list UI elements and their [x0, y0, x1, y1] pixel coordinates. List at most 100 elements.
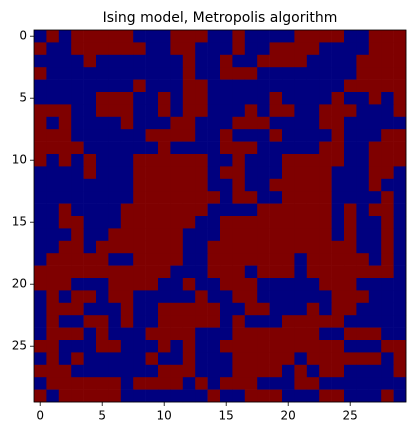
- cell: [182, 302, 196, 316]
- cell: [257, 265, 270, 279]
- cell: [145, 129, 159, 142]
- cell: [71, 315, 84, 328]
- cell: [331, 54, 345, 68]
- cell: [58, 340, 72, 353]
- cell: [356, 166, 370, 180]
- cell: [220, 315, 233, 328]
- cell: [34, 265, 47, 279]
- cell: [133, 352, 146, 366]
- cell: [306, 216, 320, 229]
- cell: [34, 216, 47, 229]
- cell: [344, 54, 357, 68]
- cell: [108, 154, 122, 167]
- cell: [58, 327, 72, 341]
- cell: [158, 253, 171, 266]
- cell: [344, 364, 357, 378]
- cell: [120, 253, 134, 266]
- cell: [393, 228, 407, 242]
- cell: [170, 116, 184, 130]
- cell: [356, 67, 370, 80]
- cell: [58, 116, 72, 130]
- cell: [207, 67, 221, 80]
- cell: [170, 104, 184, 118]
- cell: [133, 79, 146, 93]
- cell: [220, 30, 233, 43]
- cell: [244, 290, 258, 304]
- cell: [344, 166, 357, 180]
- cell: [207, 240, 221, 254]
- cell: [120, 154, 134, 167]
- cell: [269, 327, 283, 341]
- cell: [306, 54, 320, 68]
- cell: [96, 191, 109, 204]
- cell: [331, 315, 345, 328]
- cell: [34, 178, 47, 192]
- cell: [356, 116, 370, 130]
- cell: [34, 228, 47, 242]
- cell: [46, 327, 60, 341]
- cell: [232, 216, 246, 229]
- cell: [46, 191, 60, 204]
- cell: [381, 104, 394, 118]
- cell: [34, 92, 47, 105]
- cell: [368, 253, 382, 266]
- cell: [257, 178, 270, 192]
- cell: [257, 352, 270, 366]
- cell: [83, 104, 97, 118]
- cell: [282, 166, 295, 180]
- cell: [58, 203, 72, 217]
- cell: [83, 302, 97, 316]
- cell: [344, 302, 357, 316]
- cell: [257, 228, 270, 242]
- cell: [220, 141, 233, 155]
- cell: [269, 265, 283, 279]
- cell: [46, 141, 60, 155]
- cell: [294, 203, 308, 217]
- cell: [344, 216, 357, 229]
- cell: [368, 389, 382, 403]
- cell: [34, 191, 47, 204]
- x-tick-label: 25: [343, 409, 358, 423]
- cell: [133, 42, 146, 56]
- cell: [232, 54, 246, 68]
- cell: [344, 377, 357, 390]
- cell: [182, 30, 196, 43]
- cell: [182, 67, 196, 80]
- cell: [282, 178, 295, 192]
- cell: [269, 67, 283, 80]
- cell: [145, 352, 159, 366]
- cell: [34, 54, 47, 68]
- cell: [282, 79, 295, 93]
- cell: [133, 166, 146, 180]
- cell: [244, 377, 258, 390]
- cell: [133, 54, 146, 68]
- cell: [158, 30, 171, 43]
- cell: [133, 67, 146, 80]
- cell: [282, 265, 295, 279]
- cell: [46, 240, 60, 254]
- cell: [195, 216, 208, 229]
- cell: [170, 191, 184, 204]
- cell: [319, 327, 332, 341]
- cell: [71, 327, 84, 341]
- cell: [232, 377, 246, 390]
- cell: [96, 104, 109, 118]
- cell: [108, 166, 122, 180]
- cell: [282, 389, 295, 403]
- cell: [368, 327, 382, 341]
- cell: [344, 116, 357, 130]
- cell: [182, 352, 196, 366]
- cell: [170, 327, 184, 341]
- cell: [294, 389, 308, 403]
- cell: [381, 92, 394, 105]
- cell: [331, 154, 345, 167]
- cell: [145, 265, 159, 279]
- cell: [393, 203, 407, 217]
- cell: [34, 352, 47, 366]
- plot-frame: [33, 29, 407, 403]
- cell: [393, 389, 407, 403]
- cell: [96, 315, 109, 328]
- cell: [120, 216, 134, 229]
- cell: [356, 240, 370, 254]
- cell: [344, 67, 357, 80]
